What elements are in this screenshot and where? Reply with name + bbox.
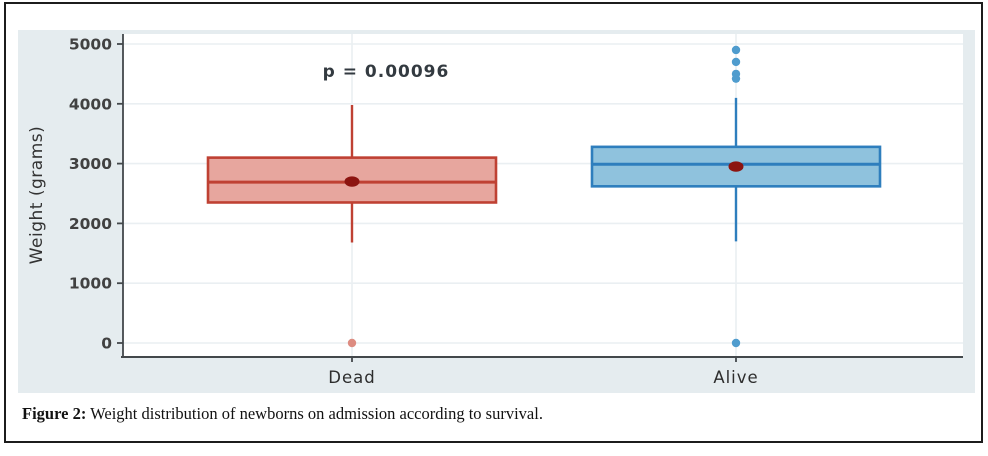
outlier-point-alive — [731, 45, 741, 55]
y-tick-label: 5000 — [69, 36, 112, 54]
outlier-point-alive — [731, 69, 741, 79]
figure-caption: Figure 2: Weight distribution of newborn… — [22, 404, 952, 424]
outlier-point-alive — [731, 57, 741, 67]
outlier-point-dead — [347, 338, 357, 348]
y-tick-label: 3000 — [69, 155, 112, 173]
mean-point-alive — [728, 161, 744, 172]
figure-caption-text: Weight distribution of newborns on admis… — [90, 404, 543, 423]
outlier-point-alive — [731, 338, 741, 348]
y-axis-title: Weight (grams) — [27, 125, 47, 265]
y-tick-label: 2000 — [69, 215, 112, 233]
y-tick-label: 0 — [101, 335, 112, 353]
y-tick-label: 1000 — [69, 275, 112, 293]
p-value-annotation: p = 0.00096 — [322, 62, 450, 82]
x-category-label-dead: Dead — [328, 368, 376, 387]
x-category-label-alive: Alive — [713, 368, 759, 387]
y-tick-label: 4000 — [69, 95, 112, 113]
figure-caption-label: Figure 2: — [22, 404, 87, 423]
mean-point-dead — [344, 176, 360, 187]
